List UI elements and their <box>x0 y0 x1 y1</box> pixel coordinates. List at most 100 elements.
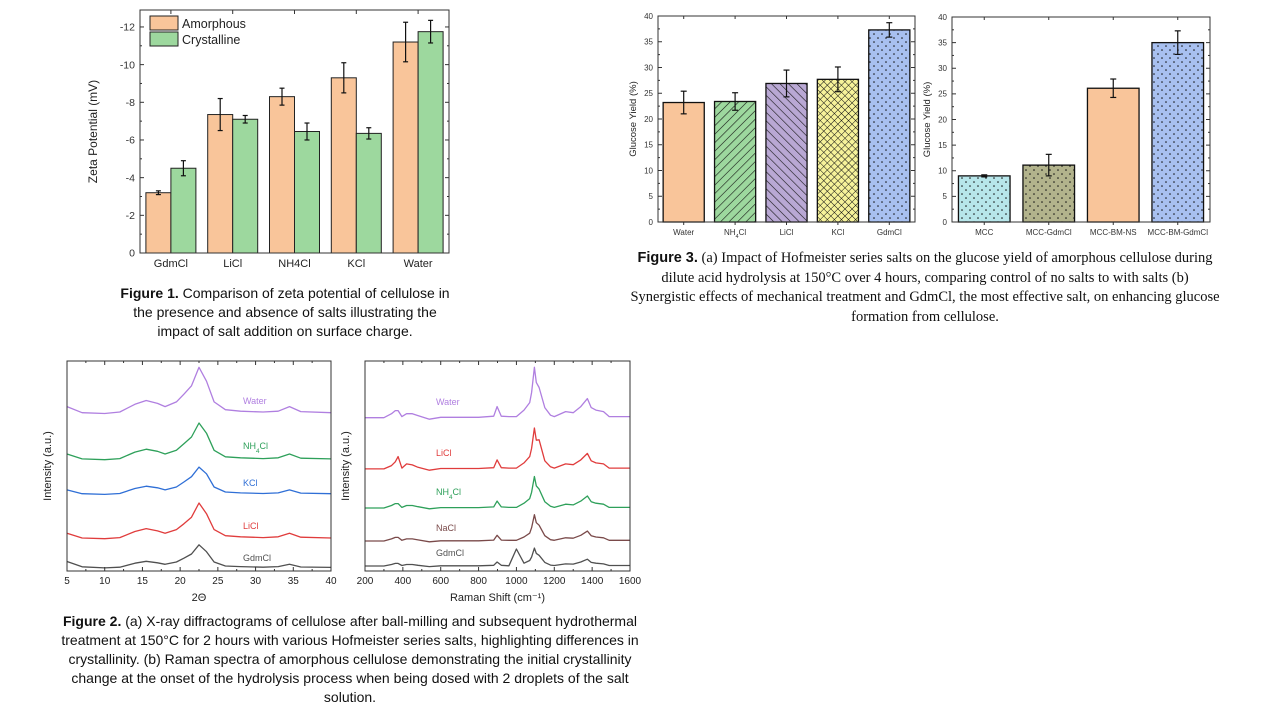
plot-frame <box>951 16 1211 223</box>
caption-line: dilute acid hydrolysis at 150°C over 4 h… <box>661 269 1189 286</box>
y-tick-label: 10 <box>644 166 653 175</box>
y-tick-label: 10 <box>938 167 947 176</box>
spectrum-water <box>365 366 630 420</box>
bar-amorphous <box>207 114 234 254</box>
x-tick-label: 1600 <box>619 576 642 587</box>
x-tick-label: NH4Cl <box>278 258 310 270</box>
y-tick-label: 25 <box>644 89 653 98</box>
x-tick-label: KCl <box>347 258 365 270</box>
x-tick-label: GdmCl <box>877 228 902 237</box>
x-tick-label: LiCl <box>223 258 242 270</box>
figure-2b-raman-chart: Water LiCl NH4Cl NaCl GdmCl 200 400 600 800 1000 1… <box>340 360 642 604</box>
y-tick-label: -8 <box>126 97 135 109</box>
y-tick-label: 35 <box>938 38 947 47</box>
bar-pattern <box>817 79 859 222</box>
y-tick-label: -12 <box>120 22 135 34</box>
x-tick-label: 1200 <box>543 576 566 587</box>
spectrum-kcl <box>66 466 332 496</box>
y-tick-label: 0 <box>129 248 135 260</box>
y-tick-label: 25 <box>938 90 947 99</box>
plot-frame <box>657 15 916 223</box>
y-axis-label: Intensity (a.u.) <box>340 431 352 501</box>
x-tick-label: KCl <box>831 228 844 237</box>
figure-3a-glucose-chart: 0 5 10 15 20 25 30 35 40 Glucose Yield (%) Water NH… <box>628 12 916 240</box>
x-tick-label: 800 <box>470 576 487 587</box>
bar-amorphous <box>330 77 357 254</box>
legend-swatch <box>149 31 179 47</box>
bar-pattern <box>868 29 910 223</box>
plot-frame <box>66 360 332 572</box>
bar-fill <box>663 102 705 222</box>
x-tick-label: Water <box>404 258 433 270</box>
caption-line: treatment at 150°C for 2 hours with vari… <box>61 632 639 648</box>
y-tick-label: 0 <box>649 218 654 227</box>
series-label: GdmCl <box>436 548 464 558</box>
bar-crystalline <box>417 31 444 254</box>
y-tick-label: 20 <box>938 115 947 124</box>
y-tick-label: 5 <box>649 192 654 201</box>
y-tick-label: -6 <box>126 135 135 147</box>
bar-amorphous <box>145 192 172 254</box>
x-tick-label: 600 <box>432 576 449 587</box>
x-tick-label: Water <box>673 228 694 237</box>
plot-frame <box>139 9 450 254</box>
x-tick-label: 10 <box>99 576 111 587</box>
bar-amorphous <box>392 41 419 254</box>
caption-line: (a) X-ray diffractograms of cellulose af… <box>121 613 637 629</box>
caption-line: solution. <box>323 689 377 705</box>
x-tick-label: 30 <box>250 576 262 587</box>
y-tick-label: -10 <box>120 59 135 71</box>
caption-line: change at the onset of the hydrolysis pr… <box>71 670 629 686</box>
spectrum-licl <box>365 427 630 471</box>
y-tick-label: 35 <box>644 38 653 47</box>
y-axis-label: Glucose Yield (%) <box>628 81 639 157</box>
caption-line: formation from cellulose. <box>851 308 999 325</box>
x-tick-label: GdmCl <box>154 258 188 270</box>
x-axis-label: Raman Shift (cm⁻¹) <box>450 592 545 604</box>
figure-3b-glucose-chart: 0 5 10 15 20 25 30 35 40 Glucose Yield (%) MCC MCC-… <box>922 13 1211 237</box>
caption-line: crystallinity. (b) Raman spectra of amor… <box>68 651 632 667</box>
x-tick-label: 35 <box>288 576 300 587</box>
y-tick-label: 15 <box>644 141 653 150</box>
figure-2-label: Figure 2. <box>62 613 122 629</box>
caption-line: the presence and absence of salts illust… <box>133 304 437 320</box>
x-tick-label: NH4Cl <box>724 228 746 240</box>
figure-1-caption: Figure 1. Comparison of zeta potential o… <box>85 284 485 341</box>
x-tick-label: MCC-GdmCl <box>1026 228 1072 237</box>
x-tick-label: MCC-BM-NS <box>1090 228 1137 237</box>
series-label: LiCl <box>243 521 259 531</box>
y-tick-label: -2 <box>126 210 135 222</box>
figure-3-caption: Figure 3. (a) Impact of Hofmeister serie… <box>590 249 1260 327</box>
y-tick-label: 40 <box>938 13 947 22</box>
series-label: NH4Cl <box>436 487 461 501</box>
y-tick-label: 30 <box>644 63 653 72</box>
spectrum-nh4cl <box>365 475 630 510</box>
figure-2a-xrd-chart: Water NH4Cl KCl LiCl GdmCl 5 10 15 20 25 30 35 40 2Θ I… <box>42 360 337 604</box>
bar-pattern <box>714 101 756 222</box>
figure-1-label: Figure 1. <box>120 285 179 301</box>
spectrum-water <box>66 366 332 415</box>
x-tick-label: 200 <box>357 576 374 587</box>
bar-crystalline <box>355 132 382 254</box>
legend-swatch <box>149 15 179 31</box>
y-tick-label: -4 <box>126 172 135 184</box>
y-axis-label: Glucose Yield (%) <box>922 82 933 158</box>
y-tick-label: 40 <box>644 12 653 21</box>
spectrum-gdmcl <box>365 547 630 568</box>
x-tick-label: LiCl <box>780 228 794 237</box>
series-label: GdmCl <box>243 553 271 563</box>
y-axis-label: Zeta Potential (mV) <box>86 80 100 183</box>
caption-line: Synergistic effects of mechanical treatm… <box>630 289 1220 305</box>
caption-line: (a) Impact of Hofmeister series salts on… <box>697 250 1213 266</box>
x-tick-label: 1400 <box>581 576 604 587</box>
y-tick-label: 30 <box>938 64 947 73</box>
x-axis-label: 2Θ <box>192 592 207 604</box>
x-tick-label: 400 <box>395 576 412 587</box>
series-label: NaCl <box>436 523 456 533</box>
legend-label: Amorphous <box>182 17 246 31</box>
series-label: Water <box>243 396 267 406</box>
spectrum-nh4cl <box>66 422 332 461</box>
figure-1-zeta-chart: 0 -2 -4 -6 -8 -10 -12 Zeta Potential (mV) GdmCl L… <box>86 9 450 270</box>
y-axis-label: Intensity (a.u.) <box>42 431 54 501</box>
spectrum-gdmcl <box>66 544 332 569</box>
